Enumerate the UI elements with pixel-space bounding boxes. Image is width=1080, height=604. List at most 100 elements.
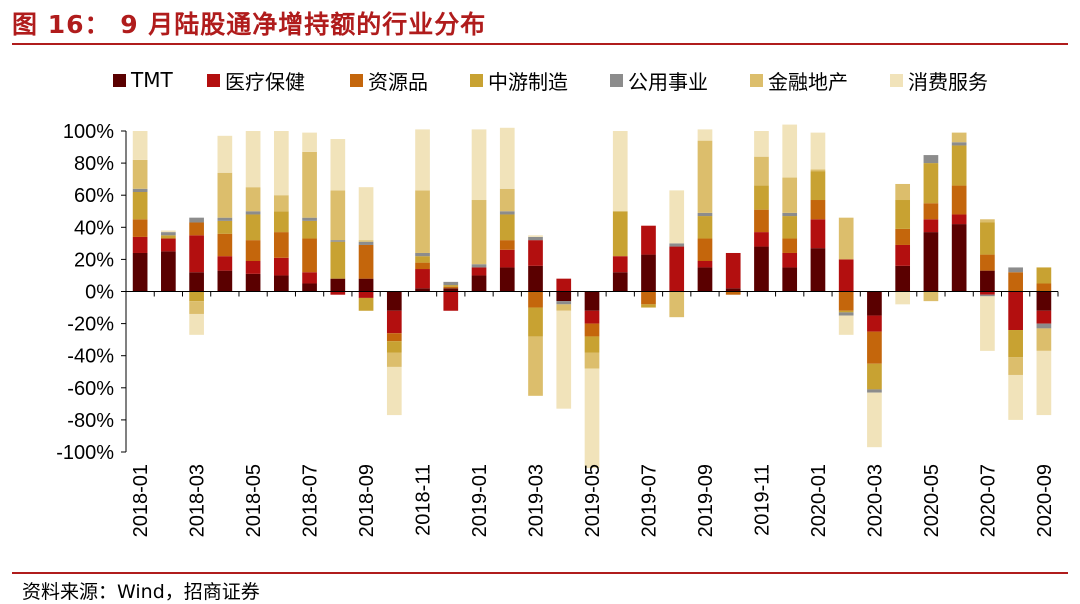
bar-segment — [838, 291, 854, 311]
bar-segment — [867, 392, 882, 448]
bar-segment — [302, 220, 317, 239]
legend-swatch-tmt — [113, 73, 126, 87]
y-tick-label: 60% — [74, 185, 114, 207]
bar-segment — [584, 336, 600, 353]
legend-label-utilities: 公用事业 — [628, 69, 708, 94]
bar-segment — [189, 291, 204, 302]
bar-segment — [189, 217, 204, 223]
legend-label-tmt: TMT — [131, 68, 173, 92]
bar-segment — [386, 310, 402, 334]
bar-segment — [443, 291, 459, 311]
bar-segment — [499, 188, 515, 212]
x-tick-label: 2020-01 — [808, 464, 830, 537]
x-tick-label: 2018-05 — [243, 464, 265, 537]
legend-label-resources: 资源品 — [368, 69, 428, 94]
bar-segment — [132, 236, 148, 253]
bar-segment — [330, 139, 346, 191]
y-tick-label: -80% — [67, 410, 114, 432]
x-tick-label: 2018-11 — [413, 464, 435, 536]
bar-segment — [358, 240, 374, 242]
bar-segment — [980, 291, 995, 295]
legend-swatch-healthcare — [207, 73, 220, 87]
bar-segment — [386, 366, 402, 416]
bar-segment — [725, 291, 741, 295]
legend-label-healthcare: 医疗保健 — [225, 69, 305, 94]
bar-segment — [358, 241, 374, 245]
bar-segment — [415, 288, 430, 292]
bar-segment — [867, 363, 882, 390]
bar-segment — [923, 232, 939, 292]
bar-segment — [1036, 283, 1052, 292]
bar-segment — [161, 251, 176, 292]
bar-segment — [499, 267, 515, 292]
bar-segment — [528, 291, 543, 308]
bar-segment — [217, 135, 233, 173]
bar-segment — [528, 236, 543, 241]
bar-segment — [810, 171, 826, 201]
legend-label-midstream: 中游制造 — [488, 69, 568, 94]
title-divider — [12, 43, 1068, 45]
bar-segment — [273, 275, 289, 292]
bar-segment — [443, 285, 459, 287]
bar-segment — [980, 270, 995, 292]
bar-segment — [895, 291, 911, 305]
bar-segment — [132, 252, 148, 292]
bar-segment — [867, 331, 882, 364]
bar-segment — [612, 211, 628, 257]
bar-segment — [867, 315, 882, 332]
bar-segment — [386, 341, 402, 353]
bar-segment — [754, 209, 769, 233]
bar-segment — [838, 310, 854, 313]
legend-swatch-midstream — [470, 73, 483, 87]
bar-segment — [556, 310, 572, 409]
y-tick-label: -60% — [67, 378, 114, 400]
bar-segment — [330, 241, 346, 279]
bar-segment — [697, 267, 713, 292]
legend-label-finance: 金融地产 — [768, 69, 848, 94]
bar-segment — [556, 301, 572, 305]
stacked-bar-chart: -100% -80% -60% -40% -20% 0% 20% 40% 60% 80% 100% 2… — [56, 121, 1059, 537]
legend-item-healthcare: 医疗保健 — [207, 63, 305, 97]
bar-segment — [867, 291, 882, 316]
x-tick-label: 2020-07 — [977, 464, 999, 537]
bar-segment — [415, 190, 430, 253]
bar-segment — [415, 262, 430, 270]
bar-segment — [838, 312, 854, 316]
bar-segment — [838, 315, 854, 335]
y-tick-label: 80% — [74, 153, 114, 175]
bar-segment — [810, 200, 826, 220]
bar-segment — [471, 200, 487, 265]
bar-segment — [245, 240, 261, 262]
bar-segment — [584, 323, 600, 337]
y-tick-label: 100% — [63, 121, 114, 143]
bar-segment — [980, 222, 995, 255]
bar-segment — [895, 228, 911, 245]
bar-segment — [895, 200, 911, 229]
bar-segment — [810, 219, 826, 249]
bar-segment — [697, 129, 713, 141]
bar-segment — [415, 269, 430, 289]
bar-segment — [245, 214, 261, 241]
bar-segment — [782, 216, 798, 239]
legend: TMT 医疗保健 资源品 中游制造 公用事业 金融地产 消费服务 — [0, 63, 1080, 97]
bar-segment — [697, 140, 713, 213]
bar-segment — [273, 232, 289, 258]
bar-segment — [923, 291, 939, 302]
bar-segment — [189, 222, 204, 236]
bar-segment — [273, 195, 289, 212]
bar-segment — [1036, 350, 1052, 416]
y-tick-label: 20% — [74, 249, 114, 271]
bar-segment — [556, 278, 572, 292]
bar-segment — [330, 278, 346, 292]
bar-segment — [386, 352, 402, 367]
bar-segment — [1008, 330, 1023, 358]
legend-item-resources: 资源品 — [350, 63, 428, 97]
bar-segment — [782, 124, 798, 178]
bar-segment — [669, 246, 685, 292]
bar-segment — [782, 212, 798, 217]
bar-segment — [980, 296, 995, 351]
y-tick-label: 0% — [85, 282, 114, 304]
x-tick-label: 2019-07 — [638, 464, 660, 537]
bar-segment — [161, 232, 176, 236]
bar-segment — [754, 232, 769, 247]
